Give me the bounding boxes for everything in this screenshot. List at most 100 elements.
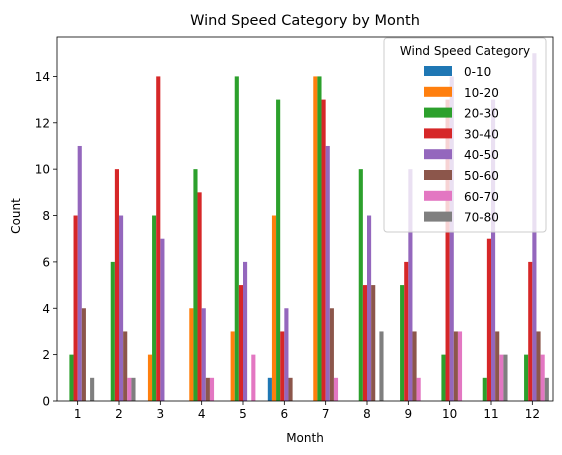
x-tick-label: 3 [157,407,165,421]
legend-swatch-30-40 [424,128,452,139]
legend-swatch-50-60 [424,170,452,180]
bar-60-70-month-2 [127,377,132,401]
chart-title: Wind Speed Category by Month [190,13,420,29]
bar-50-60-month-2 [123,331,128,401]
bar-40-50-month-3 [160,238,165,401]
bar-30-40-month-8 [362,285,367,401]
legend: Wind Speed Category 0-10 10-20 20-30 30-40 40… [383,37,547,233]
y-tick-label: 2 [42,348,50,362]
bar-30-40-month-9 [404,261,409,401]
bar-0-10-month-6 [267,377,272,401]
bar-20-30-month-6 [276,99,281,401]
legend-swatch-60-70 [424,190,452,201]
bar-30-40-month-6 [280,331,285,401]
x-tick-label: 1 [74,407,82,421]
y-axis-label: Count [9,198,23,234]
bar-40-50-month-1 [77,145,82,401]
bar-10-20-month-3 [147,354,153,401]
bar-30-40-month-2 [114,169,119,401]
bar-20-30-month-12 [524,354,529,401]
bar-30-40-month-12 [528,261,533,401]
bar-50-60-month-12 [536,331,541,401]
bar-50-60-month-11 [495,331,500,401]
legend-swatch-70-80 [424,211,452,222]
bar-60-70-month-7 [333,377,339,401]
legend-label-20-30: 20-30 [464,107,499,121]
x-tick-label: 4 [198,407,206,421]
bar-40-50-month-8 [367,215,372,401]
bar-20-30-month-3 [152,215,157,401]
bar-50-60-month-10 [453,331,458,401]
bar-10-20-month-4 [189,308,194,401]
legend-label-50-60: 50-60 [464,169,499,183]
bar-30-40-month-3 [156,76,161,401]
bar-20-30-month-1 [69,354,74,401]
legend-label-30-40: 30-40 [464,127,499,141]
bar-10-20-month-7 [313,76,318,401]
bar-10-20-month-6 [271,215,277,401]
bar-20-30-month-2 [110,261,115,401]
legend-title: Wind Speed Category [400,44,530,58]
bar-40-50-month-7 [325,145,330,401]
bar-50-60-month-6 [288,377,293,401]
x-tick-label: 7 [322,407,330,421]
y-tick-label: 8 [42,209,50,223]
bar-40-50-month-6 [284,308,289,401]
bar-60-70-month-9 [416,377,421,401]
bar-30-40-month-11 [486,238,491,401]
x-axis-label: Month [286,431,324,445]
bar-70-80-month-11 [503,354,508,401]
x-tick-label: 5 [239,407,247,421]
legend-swatch-0-10 [424,66,452,76]
x-tick-label: 10 [442,407,457,421]
legend-label-0-10: 0-10 [464,65,491,79]
bar-20-30-month-11 [482,377,487,401]
y-tick-label: 12 [35,116,50,130]
bar-20-30-month-10 [441,354,446,401]
bar-30-40-month-10 [445,99,450,401]
y-tick-label: 6 [42,255,50,269]
legend-label-40-50: 40-50 [464,148,499,162]
legend-swatch-40-50 [424,149,452,160]
bar-20-30-month-8 [358,169,363,401]
y-tick-label: 0 [42,395,50,409]
bar-50-60-month-7 [329,308,334,401]
bar-40-50-month-10 [449,76,454,401]
bar-70-80-month-8 [379,331,384,401]
x-tick-label: 6 [281,407,289,421]
bar-70-80-month-12 [544,377,549,401]
bar-60-70-month-5 [251,354,256,401]
bar-10-20-month-5 [230,331,235,401]
bar-30-40-month-7 [321,99,326,401]
bar-20-30-month-9 [400,285,405,401]
x-tick-label: 2 [115,407,123,421]
bar-40-50-month-11 [491,99,496,401]
bar-50-60-month-9 [412,331,417,401]
bar-50-60-month-1 [81,308,86,401]
bar-30-40-month-5 [238,285,243,401]
bar-30-40-month-1 [73,215,78,401]
axes-frame [56,36,554,402]
y-tick-label: 14 [35,70,50,84]
bar-60-70-month-10 [457,331,463,401]
bar-20-30-month-5 [234,76,239,401]
y-tick-label: 4 [42,302,50,316]
bar-70-80-month-1 [90,377,95,401]
x-tick-label: 9 [405,407,413,421]
bar-50-60-month-8 [371,285,376,401]
bar-60-70-month-11 [499,354,504,401]
bar-20-30-month-4 [193,169,198,401]
legend-swatch-20-30 [424,107,452,118]
bar-60-70-month-12 [540,354,545,401]
bar-40-50-month-9 [408,169,413,401]
legend-label-10-20: 10-20 [464,86,499,100]
bar-30-40-month-4 [197,192,202,401]
legend-label-70-80: 70-80 [464,211,499,225]
bar-40-50-month-2 [119,215,124,401]
x-tick-label: 8 [363,407,371,421]
bar-40-50-month-4 [201,308,206,401]
legend-box [383,37,547,233]
bar-50-60-month-4 [205,377,210,401]
legend-swatch-10-20 [424,86,452,97]
